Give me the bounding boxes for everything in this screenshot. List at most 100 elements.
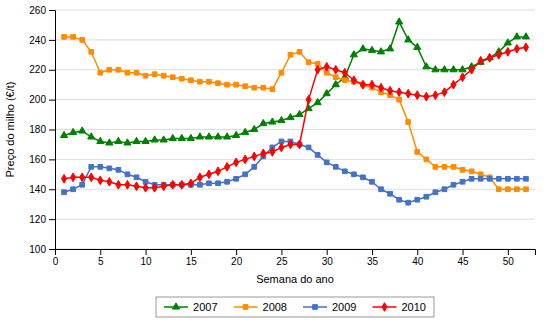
tick-label: 0 (53, 256, 59, 267)
point-marker (361, 175, 366, 180)
tick-label: 5 (98, 256, 104, 267)
tick-label: 30 (322, 256, 334, 267)
grid-line (55, 99, 535, 100)
legend-marker (243, 305, 248, 310)
tick: 100 (29, 244, 55, 255)
point-marker (252, 164, 257, 169)
tick-label: 200 (29, 94, 46, 105)
tick-mark (327, 249, 328, 255)
point-marker (351, 76, 356, 85)
point-marker (197, 173, 202, 182)
y-axis: 100120140160180200220240260 (29, 5, 55, 255)
point-marker (415, 91, 420, 100)
point-marker (415, 150, 420, 155)
point-marker (370, 179, 375, 184)
point-marker (352, 172, 357, 177)
point-marker (288, 140, 293, 149)
point-marker (522, 33, 529, 39)
point-marker (62, 35, 67, 40)
point-marker (469, 65, 474, 74)
tick: 160 (29, 154, 55, 165)
point-marker (288, 52, 293, 57)
point-marker (89, 164, 94, 169)
point-marker (260, 119, 267, 125)
point-marker (215, 167, 220, 176)
point-marker (496, 176, 501, 181)
point-marker (306, 145, 311, 150)
point-marker (234, 158, 239, 167)
tick-label: 100 (29, 244, 46, 255)
point-marker (225, 162, 230, 171)
tick: 200 (29, 94, 55, 105)
tick-mark (49, 189, 55, 190)
point-marker (187, 134, 194, 140)
point-marker (115, 137, 122, 143)
point-marker (207, 181, 212, 186)
point-marker (107, 67, 112, 72)
point-marker (379, 187, 384, 192)
point-marker (233, 131, 240, 137)
point-marker (116, 180, 121, 189)
point-marker (315, 65, 320, 74)
point-marker (315, 153, 320, 158)
grid-line (55, 219, 535, 220)
point-marker (179, 76, 184, 81)
legend-label: 2009 (332, 301, 356, 313)
tick: 50 (503, 249, 515, 267)
point-marker (243, 155, 248, 164)
point-marker (278, 116, 285, 122)
point-marker (306, 60, 311, 65)
point-marker (388, 191, 393, 196)
point-marker (198, 79, 203, 84)
point-marker (189, 78, 194, 83)
point-marker (124, 139, 131, 145)
point-marker (134, 175, 139, 180)
point-marker (478, 176, 483, 181)
tick-mark (100, 249, 101, 255)
point-marker (106, 139, 113, 145)
point-marker (515, 176, 520, 181)
point-marker (396, 18, 403, 24)
point-marker (142, 137, 149, 143)
point-marker (441, 66, 448, 72)
x-axis-title: Semana do ano (256, 273, 334, 285)
point-marker (270, 148, 275, 157)
legend-item: 2010 (372, 301, 425, 313)
point-marker (214, 133, 221, 139)
series-line (64, 141, 526, 202)
point-marker (224, 133, 231, 139)
legend-marker (172, 303, 179, 309)
point-marker (487, 176, 492, 181)
tick-label: 120 (29, 214, 46, 225)
point-marker (206, 170, 211, 179)
point-marker (505, 176, 510, 181)
point-marker (505, 187, 510, 192)
point-marker (406, 89, 411, 98)
point-marker (324, 160, 329, 165)
point-marker (333, 164, 338, 169)
point-marker (469, 176, 474, 181)
point-marker (442, 88, 447, 97)
tick-mark (49, 10, 55, 11)
point-marker (234, 82, 239, 87)
tick-mark (49, 40, 55, 41)
tick-mark (146, 249, 147, 255)
series-line (64, 47, 526, 187)
point-marker (460, 179, 465, 184)
tick-label: 220 (29, 64, 46, 75)
grid-line (55, 129, 535, 130)
point-marker (379, 83, 384, 92)
point-marker (524, 187, 529, 192)
tick-mark (236, 249, 237, 255)
point-marker (252, 152, 257, 161)
series (62, 43, 529, 192)
point-marker (406, 120, 411, 125)
tick: 5 (98, 249, 104, 267)
point-marker (423, 63, 430, 69)
legend-marker (313, 305, 318, 310)
legend-item: 2009 (303, 301, 356, 313)
point-marker (478, 56, 483, 65)
point-marker (433, 190, 438, 195)
point-marker (188, 179, 193, 188)
marks (60, 18, 529, 205)
